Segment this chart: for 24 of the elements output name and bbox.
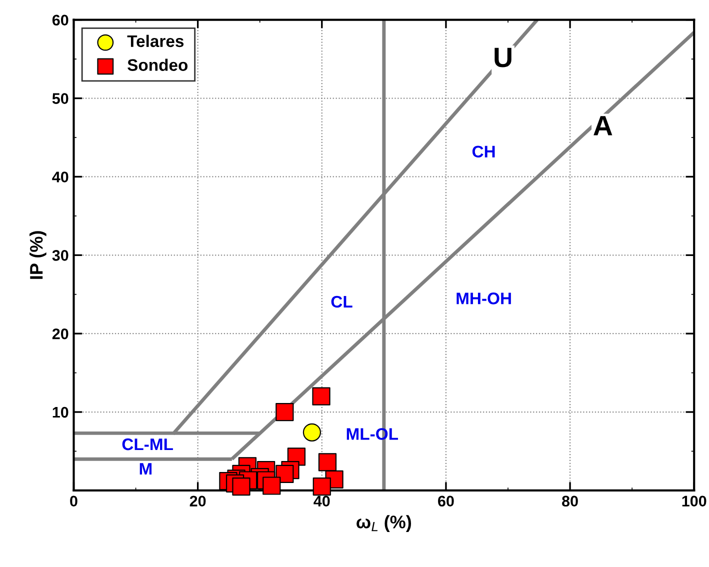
x-tick-label: 80	[562, 496, 578, 507]
y-tick-label: 30	[52, 250, 68, 261]
annotation: CL	[331, 296, 352, 308]
x-tick-label: 60	[438, 496, 454, 507]
y-tick-label: 40	[52, 172, 68, 182]
y-tick-label: 50	[52, 93, 68, 104]
annotation: MH-OH	[456, 292, 511, 304]
x-tick-label: 20	[190, 496, 206, 507]
annotation: M	[140, 463, 152, 475]
annotation: CL-ML	[122, 438, 173, 450]
y-tick-label: 60	[52, 14, 68, 26]
legend-label: Telares	[127, 34, 184, 48]
annotation: A	[594, 116, 612, 136]
x-tick-label: 100	[682, 496, 706, 507]
x-axis-title: ω$_{L}$ (%)	[356, 515, 412, 532]
annotation: CH	[472, 146, 495, 158]
y-tick-label: 20	[52, 328, 68, 340]
legend-label: Sondeo	[128, 58, 188, 71]
annotation: U	[494, 48, 512, 68]
y-axis-title: IP (%)	[29, 231, 46, 279]
annotation: ML-OL	[346, 428, 398, 440]
y-tick-label: 10	[52, 406, 68, 418]
x-tick-label: 40	[314, 496, 330, 507]
x-tick-label: 0	[70, 496, 78, 507]
